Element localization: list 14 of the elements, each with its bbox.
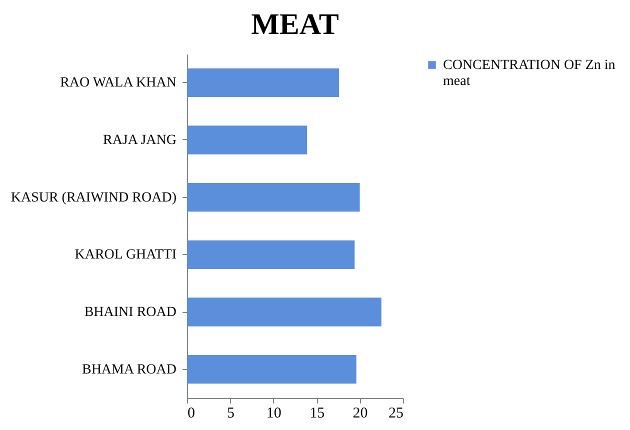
x-tick-label: 20 xyxy=(352,406,368,422)
x-tick-label: 10 xyxy=(266,406,282,422)
y-tick-label: RAJA JANG xyxy=(102,133,176,148)
y-tick-label: BHAMA ROAD xyxy=(82,362,176,378)
x-tick-label: 0 xyxy=(188,406,195,422)
x-tick-label: 25 xyxy=(388,406,404,422)
y-tick-label: BHAINI ROAD xyxy=(84,305,176,320)
legend-label: CONCENTRATION OF Zn in meat xyxy=(443,58,616,89)
x-tick-label: 5 xyxy=(226,406,234,422)
chart-title: MEAT xyxy=(251,8,339,41)
y-tick-label: RAO WALA KHAN xyxy=(60,76,176,91)
x-tick-label: 15 xyxy=(310,406,325,422)
y-tick-label: KAROL GHATTI xyxy=(74,248,177,263)
y-tick-label: KASUR (RAIWIND ROAD) xyxy=(10,190,177,206)
